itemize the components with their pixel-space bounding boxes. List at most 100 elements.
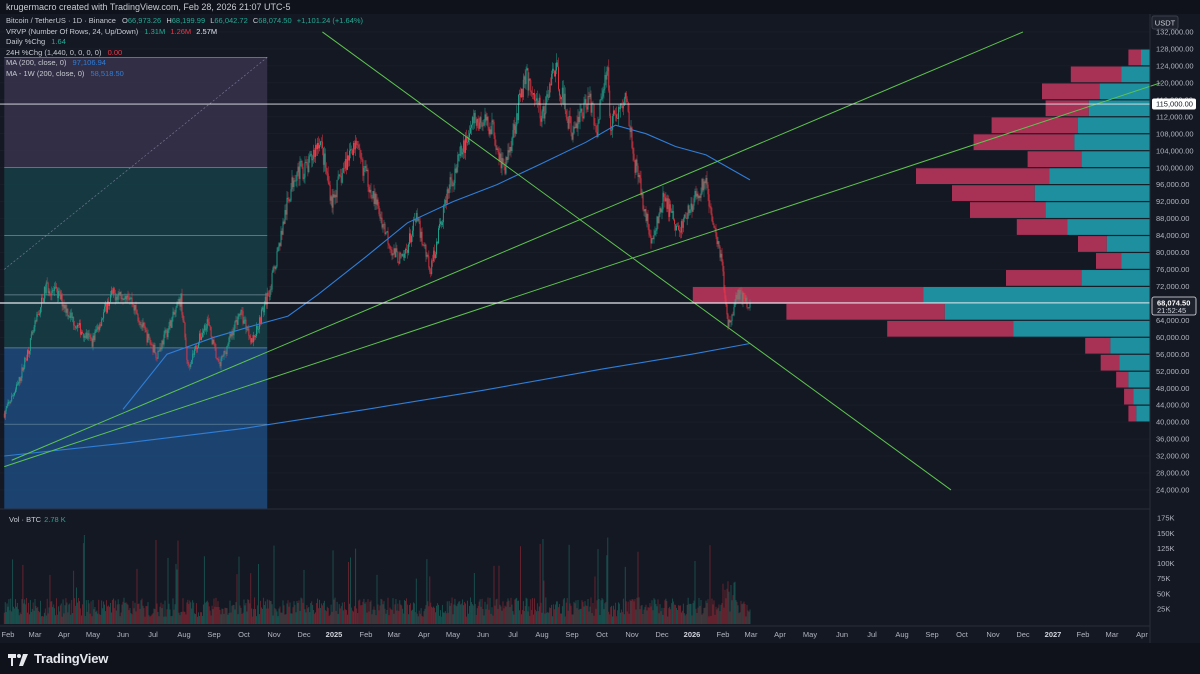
candle-body: [420, 231, 422, 238]
horizontal-levels[interactable]: [0, 103, 1150, 304]
candle-body: [216, 357, 218, 360]
candle-body: [115, 296, 117, 301]
candle-body: [296, 172, 298, 181]
candle-body: [416, 212, 418, 221]
candle-body: [409, 233, 410, 245]
candle-body: [395, 248, 397, 258]
candle-body: [461, 146, 463, 155]
candle-body: [460, 146, 462, 156]
candle-body: [736, 294, 738, 300]
time-tick-label: Aug: [535, 630, 548, 639]
price-chart[interactable]: 24,000.00 28,000.00 32,000.00 36,000.00 40,0…: [0, 14, 1200, 643]
change-24h-row[interactable]: 24H %Chg (1,440, 0, 0, 0, 0) 0.00: [6, 48, 363, 59]
candle-body: [493, 121, 495, 136]
candle-body: [734, 301, 736, 308]
price-tick-label: 56,000.00: [1156, 350, 1189, 359]
candle-body: [489, 129, 491, 135]
ma-1w-row[interactable]: MA - 1W (200, close, 0) 58,518.50: [6, 69, 363, 80]
ma-1w-name[interactable]: MA - 1W (200, close, 0): [6, 68, 85, 78]
candle-body: [290, 189, 292, 201]
candle-body: [500, 153, 502, 169]
candle-body: [445, 200, 447, 204]
candle-body: [17, 383, 19, 385]
candle-body: [364, 166, 366, 168]
candle-body: [558, 89, 560, 96]
candle-body: [376, 199, 378, 205]
candle-body: [637, 165, 639, 177]
tradingview-logo[interactable]: TradingView: [8, 651, 108, 666]
volume-profile-up-bar: [1119, 354, 1150, 371]
candle-body: [133, 304, 135, 311]
price-tick-label: 60,000.00: [1156, 333, 1189, 342]
candle-body: [594, 125, 596, 127]
candle-body: [237, 316, 239, 325]
candle-body: [153, 344, 155, 353]
candle-body: [738, 289, 740, 300]
candle-body: [34, 320, 36, 328]
candle-body: [167, 328, 169, 338]
vrvp-name[interactable]: VRVP (Number Of Rows, 24, Up/Down): [6, 26, 139, 36]
candle-body: [446, 189, 448, 204]
candle-body: [149, 338, 151, 344]
candle-body: [411, 230, 413, 236]
symbol-row[interactable]: Bitcoin / TetherUS · 1D · Binance O66,97…: [6, 16, 363, 27]
candle-body: [562, 87, 564, 104]
ma-row[interactable]: MA (200, close, 0) 97,106.94: [6, 58, 363, 69]
candle-body: [702, 179, 704, 191]
candle-body: [414, 219, 416, 222]
candle-body: [111, 290, 113, 294]
candle-body: [96, 329, 98, 330]
candle-body: [37, 314, 39, 315]
time-tick-label: Feb: [1077, 630, 1090, 639]
candle-body: [610, 115, 612, 131]
time-axis[interactable]: Feb Mar Apr May Jun Jul Aug Sep Oct Nov Dec 2025 Feb…: [2, 630, 1149, 639]
candle-body: [112, 288, 114, 294]
candle-body: [699, 195, 701, 198]
candle-body: [657, 216, 659, 224]
candle-body: [656, 216, 658, 231]
ma-name[interactable]: MA (200, close, 0): [6, 58, 67, 67]
candle-body: [614, 110, 616, 114]
candle-body: [60, 294, 62, 300]
candle-body: [23, 367, 25, 371]
candle-body: [439, 224, 440, 229]
candle-body: [229, 333, 231, 338]
candle-body: [484, 114, 486, 123]
symbol-name[interactable]: Bitcoin / TetherUS · 1D · Binance: [6, 16, 116, 25]
candle-body: [697, 193, 699, 199]
level-price-label-text: 115,000.00: [1156, 100, 1193, 109]
candle-body: [398, 262, 400, 264]
candle-body: [235, 320, 237, 322]
candle-body: [365, 166, 367, 171]
candle-body: [549, 83, 551, 97]
candle-body: [372, 191, 374, 199]
candle-body: [393, 248, 395, 254]
volume-axis[interactable]: 25K 50K 75K 100K 125K 150K 175K: [1157, 514, 1175, 614]
volume-legend[interactable]: Vol · BTC 2.78 K: [9, 515, 66, 524]
daily-change-row[interactable]: Daily %Chg 1.64: [6, 37, 363, 48]
change-24h-name[interactable]: 24H %Chg (1,440, 0, 0, 0, 0): [6, 47, 102, 57]
candle-body: [170, 320, 172, 328]
candle-body: [54, 287, 56, 291]
vrvp-row[interactable]: VRVP (Number Of Rows, 24, Up/Down) 1.31M…: [6, 27, 363, 38]
candle-body: [337, 176, 339, 180]
candle-body: [385, 232, 387, 235]
candle-body: [52, 289, 54, 292]
indicator-legend[interactable]: Bitcoin / TetherUS · 1D · Binance O66,97…: [6, 16, 363, 79]
volume-tick-label: 25K: [1157, 604, 1170, 613]
candle-body: [40, 307, 42, 314]
candle-body: [453, 183, 455, 186]
ohlc-high-key: H: [166, 16, 172, 25]
candle-body: [613, 110, 615, 117]
candle-body: [178, 298, 180, 304]
candle-body: [74, 325, 76, 327]
volume-name[interactable]: Vol · BTC: [9, 515, 42, 524]
candle-body: [373, 191, 375, 205]
candle-body: [159, 347, 161, 352]
daily-change-name[interactable]: Daily %Chg: [6, 37, 46, 46]
candle-body: [70, 312, 72, 318]
time-tick-label: Nov: [986, 630, 1000, 639]
candle-body: [30, 334, 32, 339]
candle-body: [244, 319, 246, 321]
candle-body: [718, 241, 720, 247]
